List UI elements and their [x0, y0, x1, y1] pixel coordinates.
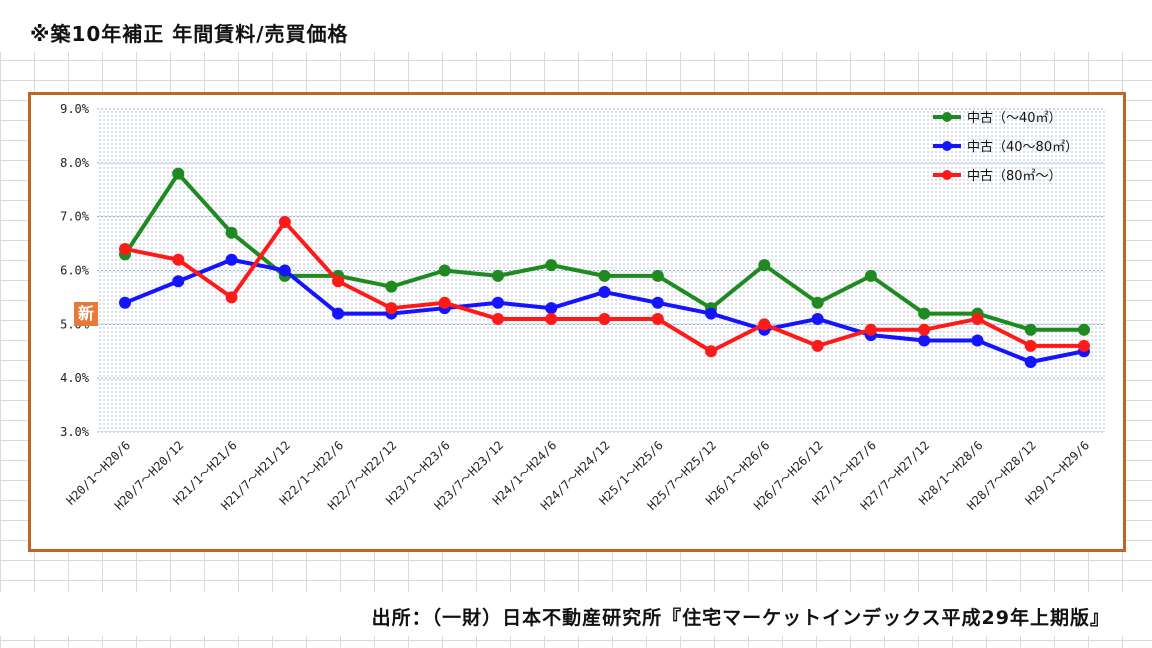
data-point: [758, 259, 771, 272]
chart-frame: 9.0%8.0%7.0%6.0%5.0%4.0%3.0%H20/1～H20/6H…: [28, 92, 1126, 552]
data-point: [864, 323, 877, 336]
data-point: [225, 291, 238, 304]
data-point: [172, 275, 185, 288]
data-point: [438, 296, 451, 309]
data-point: [918, 307, 931, 320]
legend-marker: [942, 141, 952, 151]
data-point: [705, 345, 718, 358]
page-title: ※築10年補正 年間賃料/売買価格: [30, 22, 349, 46]
data-point: [491, 312, 504, 325]
y-tick-label: 9.0%: [60, 102, 90, 116]
data-point: [1024, 339, 1037, 352]
data-point: [119, 242, 131, 255]
data-point: [598, 269, 611, 282]
data-point: [811, 339, 824, 352]
y-tick-label: 3.0%: [60, 425, 90, 439]
data-point: [864, 269, 877, 282]
data-point: [491, 296, 504, 309]
data-point: [225, 226, 238, 239]
data-point: [438, 264, 451, 277]
data-point: [332, 275, 345, 288]
data-point: [278, 216, 291, 229]
data-point: [1078, 339, 1090, 352]
header-band: [0, 0, 1152, 52]
data-point: [971, 312, 984, 325]
data-point: [1024, 356, 1037, 369]
data-point: [385, 280, 398, 293]
data-point: [278, 264, 291, 277]
data-point: [811, 312, 824, 325]
data-point: [598, 286, 611, 299]
data-point: [545, 302, 558, 315]
line-chart: 9.0%8.0%7.0%6.0%5.0%4.0%3.0%H20/1～H20/6H…: [60, 102, 1105, 513]
data-point: [545, 312, 558, 325]
data-point: [1024, 323, 1037, 336]
data-point: [1078, 323, 1090, 336]
data-point: [491, 269, 504, 282]
legend-marker: [942, 170, 952, 180]
legend-label: 中古（80㎡～）: [967, 169, 1062, 184]
data-point: [758, 318, 771, 331]
source-note: 出所：（一財）日本不動産研究所『住宅マーケットインデックス平成29年上期版』: [371, 607, 1110, 629]
new-badge-icon: 新: [74, 302, 98, 326]
legend-marker: [942, 112, 952, 122]
data-point: [651, 312, 664, 325]
data-point: [225, 253, 238, 266]
data-point: [918, 334, 931, 347]
source-band: [0, 592, 1152, 636]
data-point: [651, 269, 664, 282]
data-point: [918, 323, 931, 336]
data-point: [172, 253, 185, 266]
data-point: [172, 167, 185, 180]
y-tick-label: 7.0%: [60, 210, 90, 224]
data-point: [651, 296, 664, 309]
data-point: [545, 259, 558, 272]
data-point: [971, 334, 984, 347]
data-point: [119, 296, 131, 309]
data-point: [705, 307, 718, 320]
y-tick-label: 8.0%: [60, 156, 90, 170]
legend-label: 中古（40～80㎡）: [967, 140, 1078, 155]
data-point: [811, 296, 824, 309]
data-point: [332, 307, 345, 320]
y-tick-label: 4.0%: [60, 371, 90, 385]
y-tick-label: 6.0%: [60, 264, 90, 278]
data-point: [385, 302, 398, 315]
legend-label: 中古（～40㎡）: [967, 111, 1062, 126]
data-point: [598, 312, 611, 325]
